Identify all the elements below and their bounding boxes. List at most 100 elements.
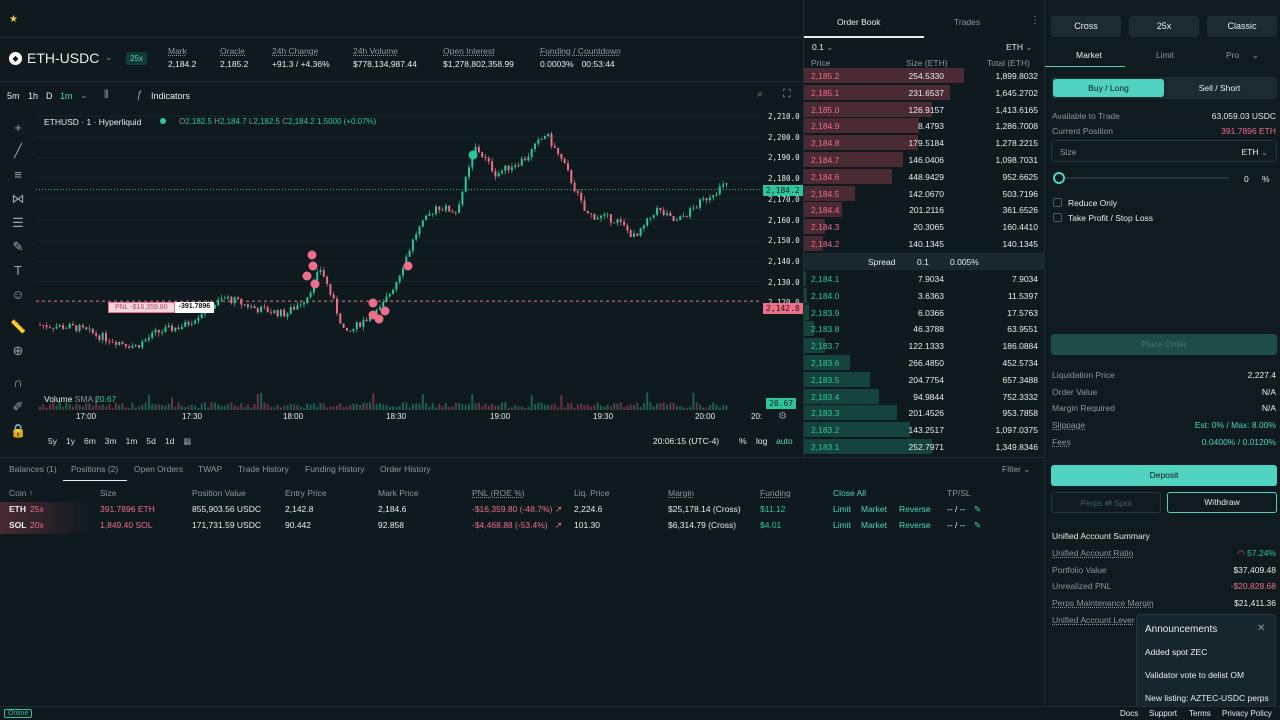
tpsl-checkbox[interactable] <box>1053 213 1062 222</box>
size-slider[interactable] <box>1053 172 1231 184</box>
ask-row[interactable]: 2,184.9 8.4793 1,286.7008 <box>804 117 1044 134</box>
ask-row[interactable]: 2,185.1 231.6537 1,645.2702 <box>804 84 1044 101</box>
chevron-down-icon[interactable]: ⌄ <box>80 90 88 100</box>
share-icon[interactable]: ↗ <box>555 504 563 514</box>
reduce-only-checkbox[interactable] <box>1053 198 1062 207</box>
ask-row[interactable]: 2,184.6 448.9429 952.6625 <box>804 168 1044 185</box>
auto-scale-toggle[interactable]: auto <box>776 436 793 446</box>
pnl-chart-label[interactable]: PNL -$16,359.80 -391.7896 <box>108 302 215 313</box>
lock-draw-icon[interactable]: ✐ <box>12 399 24 414</box>
unit-select[interactable]: ETH ⌄ <box>1006 42 1033 52</box>
ask-row[interactable]: 2,184.5 142.0670 503.7196 <box>804 185 1044 202</box>
percent-scale-toggle[interactable]: % <box>739 436 747 446</box>
bid-row[interactable]: 2,183.5 204.7754 657.3488 <box>804 371 1044 388</box>
tab-limit[interactable]: Limit <box>1156 50 1174 60</box>
range-5d[interactable]: 5d <box>146 436 156 446</box>
star-icon[interactable]: ★ <box>9 14 18 25</box>
emoji-icon[interactable]: ☺ <box>11 287 25 302</box>
close-limit-button[interactable]: Limit <box>833 520 851 530</box>
bid-row[interactable]: 2,183.3 201.4526 953.7858 <box>804 404 1044 421</box>
reverse-button[interactable]: Reverse <box>899 504 931 514</box>
price-chart[interactable]: 5m 1h D 1m ⌄ ⫴ ƒ Indicators ⌕ ⛶ ETHUSD ·… <box>0 82 803 455</box>
indicators-button[interactable]: Indicators <box>151 91 191 101</box>
bid-row[interactable]: 2,184.0 3.6363 11.5397 <box>804 287 1044 304</box>
close-all-button[interactable]: Close All <box>833 488 867 498</box>
interval-1m[interactable]: 1m <box>60 91 73 101</box>
tab-order-history[interactable]: Order History <box>380 464 431 474</box>
ruler-icon[interactable]: 📏 <box>10 319 27 334</box>
interval-1h[interactable]: 1h <box>28 91 39 101</box>
size-unit-select[interactable]: ETH ⌄ <box>1241 147 1269 157</box>
tab-pro[interactable]: Pro ⌄ <box>1226 50 1259 60</box>
reverse-button[interactable]: Reverse <box>899 520 931 530</box>
calendar-icon[interactable]: ▦ <box>183 436 192 446</box>
function-icon[interactable]: ƒ <box>136 89 143 101</box>
footer-link-docs[interactable]: Docs <box>1120 709 1139 718</box>
announcement-item[interactable]: Added spot ZEC <box>1145 647 1208 657</box>
range-1y[interactable]: 1y <box>65 436 75 446</box>
candles-icon[interactable]: ⫴ <box>104 89 109 101</box>
col-coin[interactable]: Coin ↑ <box>9 488 34 498</box>
trade-marker[interactable] <box>468 150 478 160</box>
pair-selector[interactable]: ETH-USDC <box>27 50 100 66</box>
footer-link-terms[interactable]: Terms <box>1189 709 1211 718</box>
sell-short-button[interactable]: Sell / Short <box>1198 83 1241 93</box>
range-1m[interactable]: 1m <box>125 436 138 446</box>
text-tool-icon[interactable]: T <box>14 263 22 278</box>
bid-row[interactable]: 2,183.7 122.1333 186.0884 <box>804 337 1044 354</box>
range-6m[interactable]: 6m <box>83 436 96 446</box>
ask-row[interactable]: 2,184.7 146.0406 1,098.7031 <box>804 151 1044 168</box>
buy-long-button[interactable]: Buy / Long <box>1053 79 1164 97</box>
perps-spot-button[interactable]: Perps ⇄ Spot <box>1051 492 1161 513</box>
trade-marker[interactable] <box>403 261 413 271</box>
trade-marker[interactable] <box>368 298 378 308</box>
candlestick-plot[interactable] <box>36 106 803 426</box>
brush-icon[interactable]: ✎ <box>12 239 24 254</box>
margin-mode-button[interactable]: Cross <box>1051 16 1121 37</box>
crosshair-icon[interactable]: + <box>14 120 22 135</box>
filter-button[interactable]: Filter ⌄ <box>1002 464 1031 474</box>
tab-trades[interactable]: Trades <box>954 17 981 27</box>
ask-row[interactable]: 2,184.3 20.3065 160.4410 <box>804 218 1044 235</box>
close-market-button[interactable]: Market <box>861 504 887 514</box>
tab-market[interactable]: Market <box>1076 50 1102 60</box>
close-icon[interactable]: ✕ <box>1257 623 1266 634</box>
ask-row[interactable]: 2,184.2 140.1345 140.1345 <box>804 235 1044 252</box>
tab-positions[interactable]: Positions (2) <box>71 464 119 474</box>
account-mode-button[interactable]: Classic <box>1207 16 1277 37</box>
trade-marker[interactable] <box>310 279 320 289</box>
bid-row[interactable]: 2,183.8 46.3788 63.9551 <box>804 320 1044 337</box>
interval-d[interactable]: D <box>46 91 53 101</box>
footer-link-privacy[interactable]: Privacy Policy <box>1222 709 1272 718</box>
interval-5m[interactable]: 5m <box>7 91 20 101</box>
magnet-icon[interactable]: ∩ <box>13 375 23 390</box>
range-5y[interactable]: 5y <box>48 436 57 446</box>
fib-icon[interactable]: ☰ <box>12 215 24 230</box>
settings-gear-icon[interactable]: ⚙ <box>778 411 787 422</box>
bid-row[interactable]: 2,183.1 252.7971 1,349.8346 <box>804 438 1044 455</box>
ask-row[interactable]: 2,185.2 254.5330 1,899.8032 <box>804 67 1044 84</box>
more-vertical-icon[interactable]: ⋮ <box>1030 15 1040 26</box>
tab-open-orders[interactable]: Open Orders <box>134 464 184 474</box>
bid-row[interactable]: 2,183.9 6.0366 17.5763 <box>804 304 1044 321</box>
slider-value[interactable]: 0 <box>1244 174 1249 184</box>
trade-marker[interactable] <box>302 271 312 281</box>
size-input[interactable]: Size ETH ⌄ <box>1051 140 1277 162</box>
withdraw-button[interactable]: Withdraw <box>1167 492 1277 513</box>
leverage-button[interactable]: 25x <box>1129 16 1199 37</box>
fullscreen-icon[interactable]: ⛶ <box>783 88 791 100</box>
trend-line-icon[interactable]: ╱ <box>14 143 22 158</box>
pattern-icon[interactable]: ⋈ <box>11 191 25 206</box>
lock-icon[interactable]: 🔒 <box>10 423 27 438</box>
place-order-button[interactable]: Place Order <box>1051 334 1277 355</box>
edit-pencil-icon[interactable]: ✎ <box>974 520 982 530</box>
tick-size-select[interactable]: 0.1 ⌄ <box>812 42 834 52</box>
announcement-item[interactable]: Validator vote to delist OM <box>1145 670 1245 680</box>
ask-row[interactable]: 2,184.4 201.2116 361.6526 <box>804 201 1044 218</box>
chevron-down-icon[interactable]: ⌄ <box>105 52 113 62</box>
tab-trade-history[interactable]: Trade History <box>238 464 289 474</box>
tab-balances[interactable]: Balances (1) <box>9 464 57 474</box>
ask-row[interactable]: 2,184.8 179.5184 1,278.2215 <box>804 134 1044 151</box>
trade-marker[interactable] <box>374 314 384 324</box>
close-limit-button[interactable]: Limit <box>833 504 851 514</box>
